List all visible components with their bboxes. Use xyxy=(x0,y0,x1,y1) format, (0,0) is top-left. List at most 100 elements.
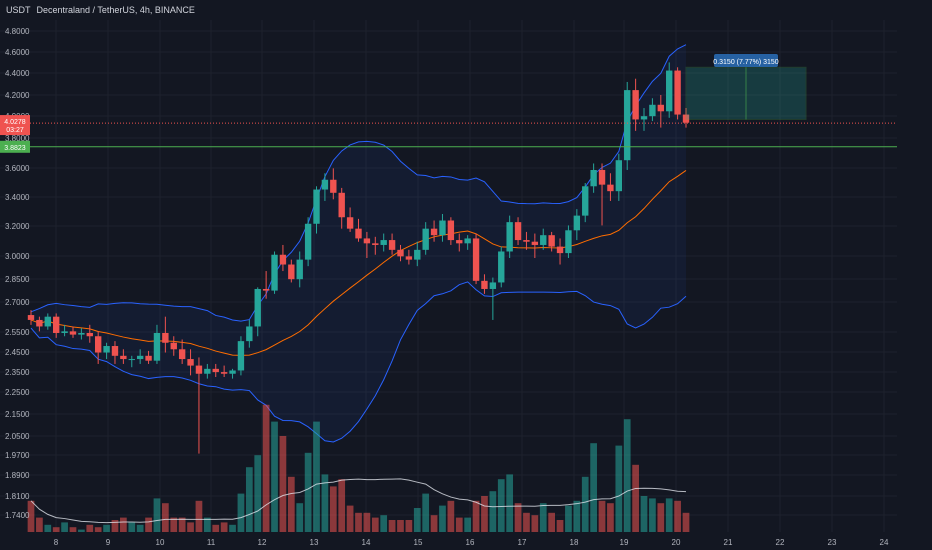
x-tick-label: 11 xyxy=(207,538,216,547)
y-tick-label: 2.4500 xyxy=(5,348,30,357)
y-tick-label: 1.9700 xyxy=(5,451,30,460)
volume-bar xyxy=(640,496,648,532)
last-price-tag xyxy=(0,115,30,136)
bollinger-fill xyxy=(31,44,686,442)
x-tick-label: 22 xyxy=(776,538,785,547)
volume-bar xyxy=(27,500,35,532)
x-tick-label: 18 xyxy=(570,538,579,547)
candle-body xyxy=(523,240,530,242)
volume-bar xyxy=(405,520,413,532)
volume-bar xyxy=(220,522,228,532)
y-tick-label: 3.8000 xyxy=(5,134,30,143)
x-tick-label: 14 xyxy=(362,538,371,547)
candle-body xyxy=(388,240,396,250)
candle-body xyxy=(321,179,329,190)
volume-bar xyxy=(581,476,589,532)
candle-body xyxy=(422,228,429,250)
candle-body xyxy=(540,235,547,245)
volume-bar xyxy=(472,500,480,532)
volume-bar xyxy=(304,452,312,532)
y-tick-label: 4.4000 xyxy=(5,69,30,78)
volume-bar xyxy=(514,503,522,532)
candle-body xyxy=(111,346,119,356)
volume-bar xyxy=(128,522,136,532)
candle-body xyxy=(61,331,68,333)
volume-bar xyxy=(346,505,354,532)
candle-body xyxy=(397,249,404,257)
candle-body xyxy=(187,359,194,366)
volume-bar xyxy=(321,474,329,532)
volume-bar xyxy=(329,486,337,532)
volume-bar xyxy=(355,512,362,532)
candle-body xyxy=(27,315,35,320)
candle-body xyxy=(439,220,446,236)
candle-body xyxy=(607,184,614,192)
volume-bar xyxy=(187,522,194,532)
volume-bar xyxy=(590,443,597,532)
volume-bar xyxy=(287,476,295,532)
volume-bar xyxy=(380,515,388,532)
candle-body xyxy=(94,336,102,353)
candle-body xyxy=(204,368,211,374)
volume-bar xyxy=(86,524,94,532)
volume-bar xyxy=(371,517,379,532)
y-tick-label: 1.8100 xyxy=(5,492,30,501)
y-tick-label: 2.7000 xyxy=(5,298,30,307)
volume-bar xyxy=(397,520,404,532)
measure-label: 0.3150 (7.77%) 3150 xyxy=(713,59,778,66)
candle-body xyxy=(666,70,673,112)
candle-body xyxy=(128,359,135,361)
candle-body xyxy=(229,370,236,374)
last-price-label: 4.0278 xyxy=(4,119,26,126)
candle-body xyxy=(53,316,60,333)
volume-bar xyxy=(52,527,60,532)
volume-bar xyxy=(170,517,178,532)
candle-body xyxy=(598,169,606,185)
candle-body xyxy=(195,365,203,374)
volume-bar xyxy=(313,421,320,532)
volume-bar xyxy=(598,500,606,532)
candle-body xyxy=(346,217,354,229)
candle-body xyxy=(279,254,287,265)
candle-body xyxy=(565,230,572,254)
volume-bar xyxy=(279,436,287,532)
volume-bar xyxy=(363,512,371,532)
line-price-label: 3.8823 xyxy=(4,145,26,152)
bollinger-lower xyxy=(30,281,687,443)
bollinger-upper xyxy=(30,44,687,322)
line-price-tag xyxy=(0,140,30,153)
y-tick-label: 2.5500 xyxy=(5,328,30,337)
x-tick-label: 19 xyxy=(620,538,629,547)
volume-bar xyxy=(481,496,488,532)
volume-bar xyxy=(78,529,85,532)
volume-bar xyxy=(632,464,639,532)
volume-bar xyxy=(573,500,581,532)
x-tick-label: 17 xyxy=(518,538,527,547)
volume-bar xyxy=(464,517,472,532)
y-tick-label: 2.0500 xyxy=(5,432,30,441)
volume-bar xyxy=(254,455,262,532)
candle-body xyxy=(372,243,379,245)
candle-body xyxy=(514,222,522,241)
candle-body xyxy=(170,342,177,350)
candle-body xyxy=(162,332,169,343)
volume-bar xyxy=(422,493,430,532)
currency-label[interactable]: USDT xyxy=(6,5,31,15)
candle-body xyxy=(582,186,589,216)
volume-bar xyxy=(548,512,555,532)
volume-bar xyxy=(665,498,673,532)
volume-bar xyxy=(649,498,656,532)
candle-body xyxy=(414,249,421,260)
candle-body xyxy=(44,316,51,327)
y-tick-label: 3.0000 xyxy=(5,252,30,261)
candle-body xyxy=(178,349,186,360)
volume-bar xyxy=(506,474,514,532)
volume-bar xyxy=(531,515,539,532)
candle-body xyxy=(330,179,337,193)
volume-bar xyxy=(430,515,438,532)
volume-bar xyxy=(455,517,463,532)
candle-body xyxy=(590,169,597,187)
candle-body xyxy=(338,192,345,218)
candle-body xyxy=(464,238,471,244)
